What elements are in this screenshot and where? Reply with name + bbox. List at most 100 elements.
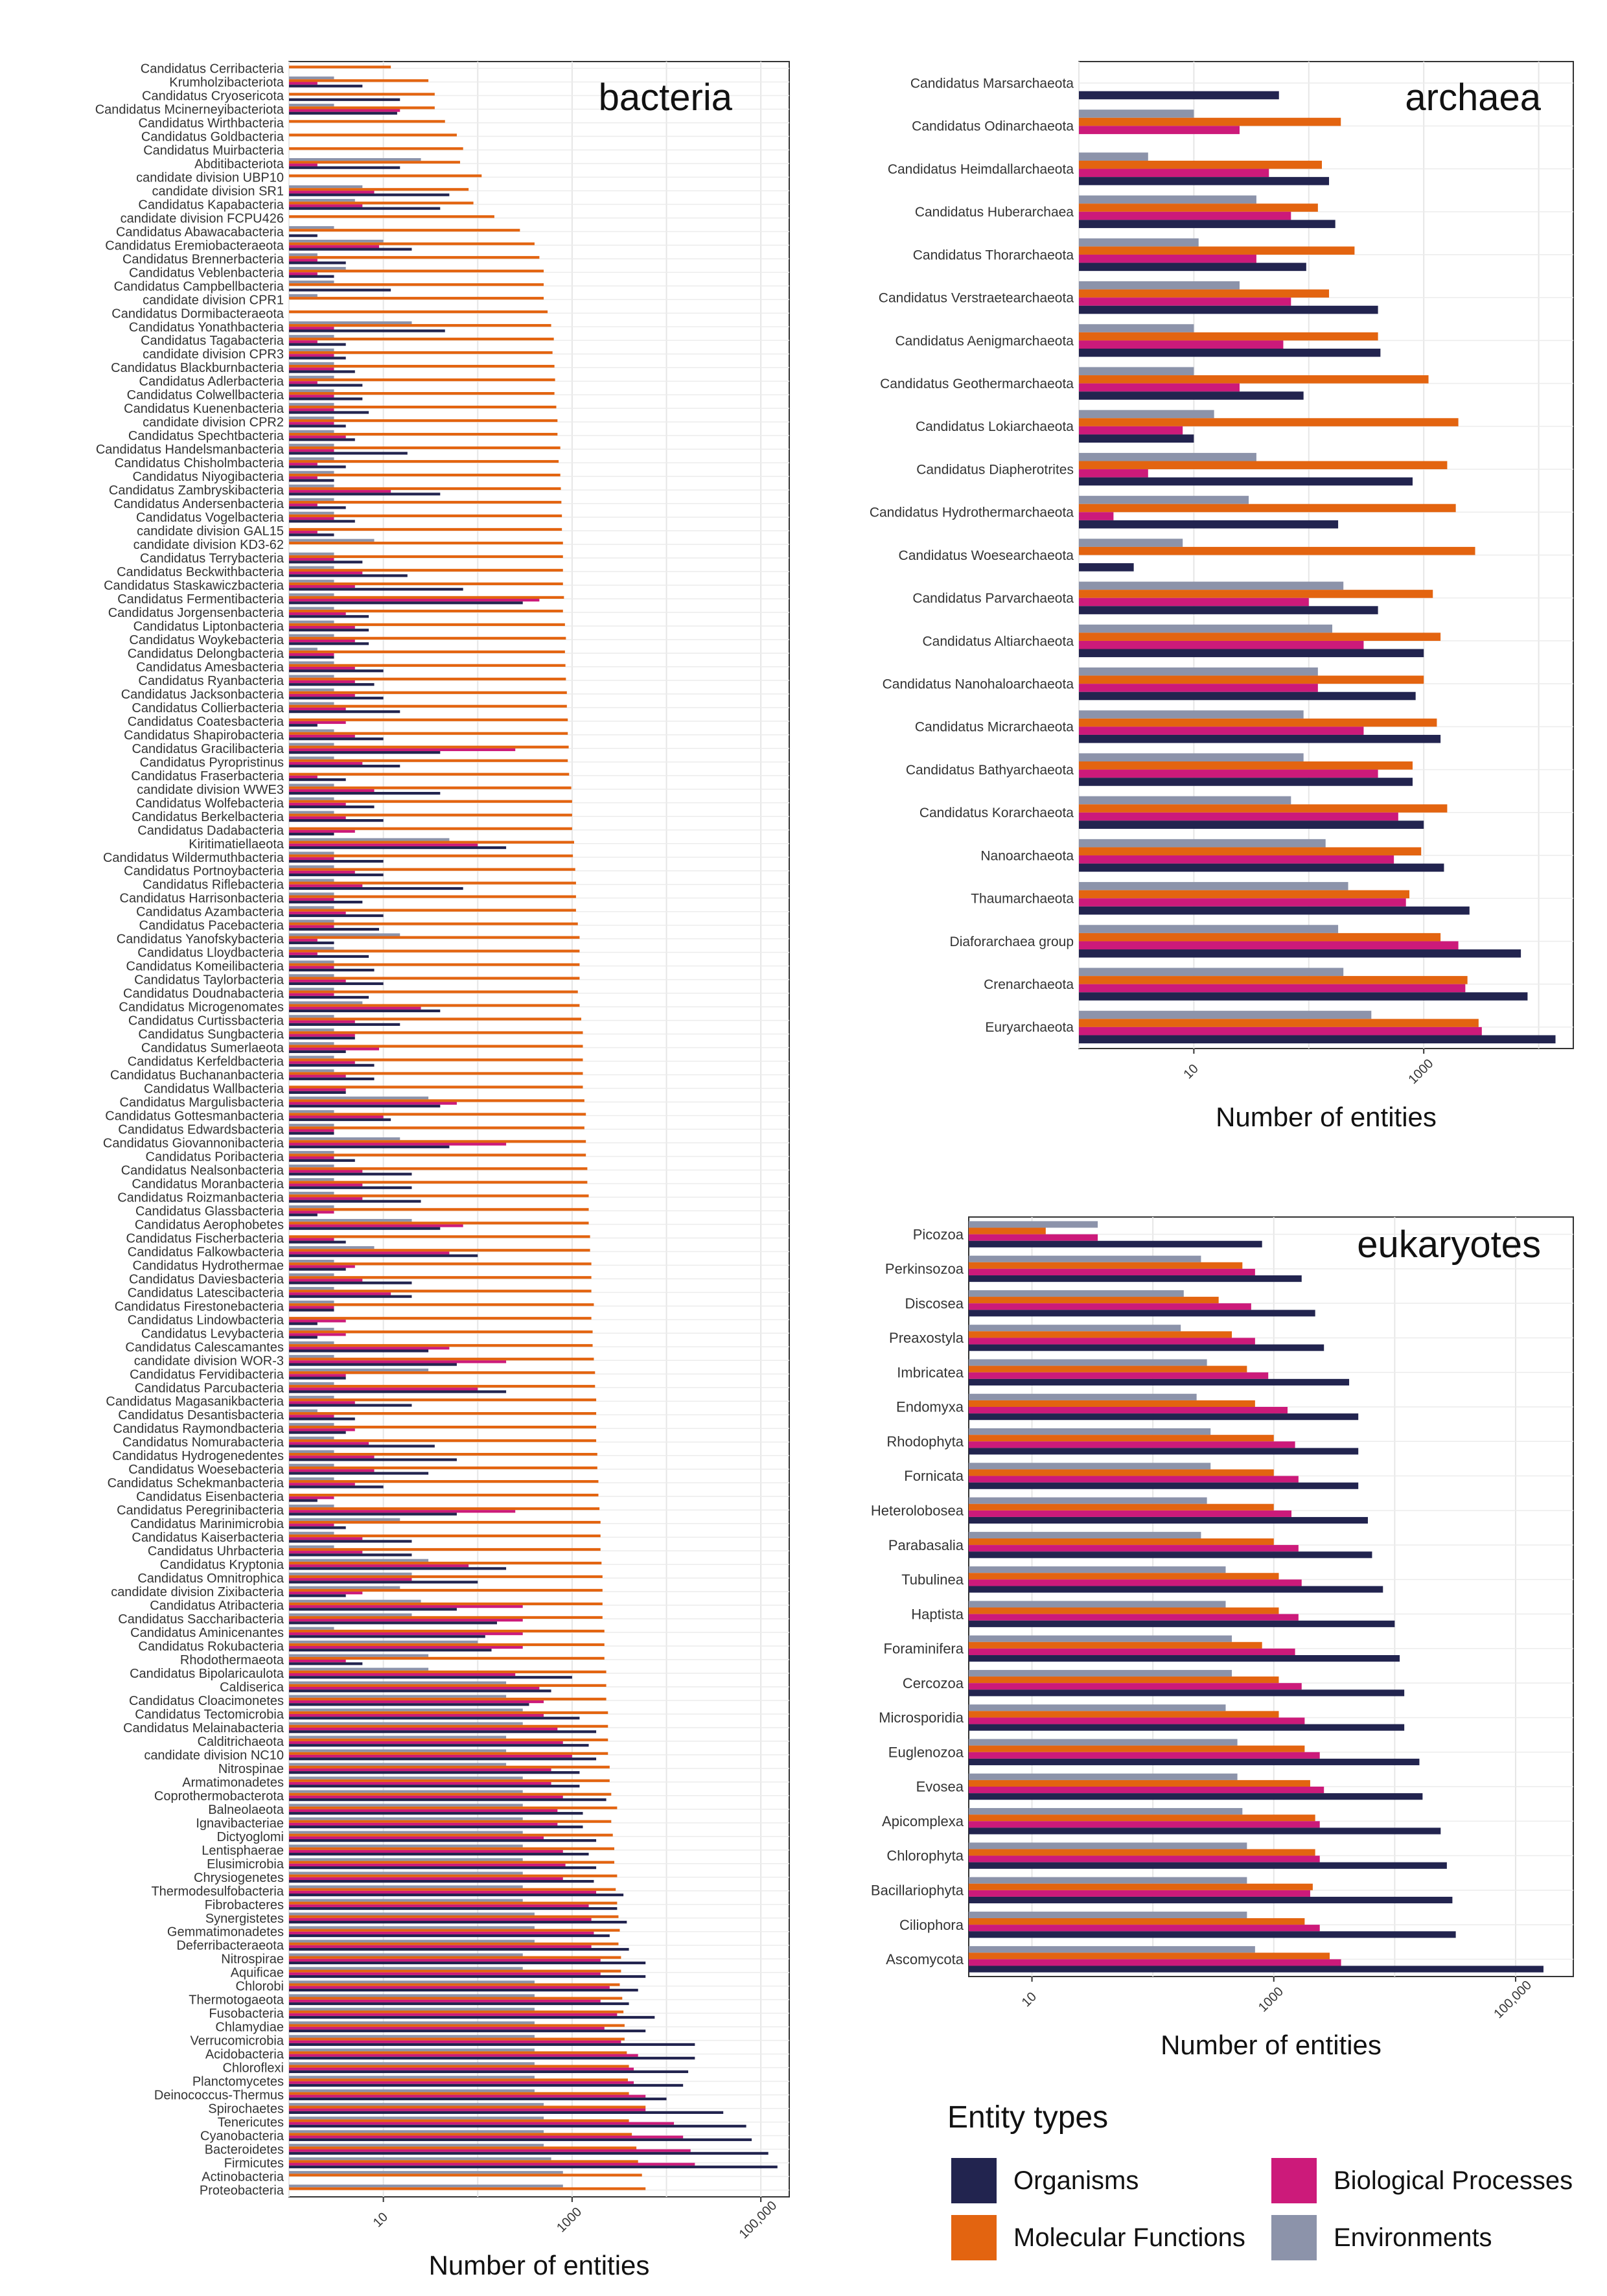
bar-molecular-functions-rhodothermaeota [289, 1656, 605, 1660]
bar-environments-candidatus-sumerlaeota [289, 1042, 334, 1045]
category-label: Candidatus Sungbacteria [138, 1028, 284, 1042]
category-label: Candidatus Edwardsbacteria [118, 1123, 284, 1137]
bar-environments-coprothermobacterota [289, 1790, 523, 1793]
bar-biological-processes-imbricatea [969, 1372, 1269, 1379]
bar-molecular-functions-candidatus-woesebacteria [289, 1466, 597, 1470]
bar-environments-chloroflexi [289, 2062, 535, 2065]
bar-biological-processes-candidatus-riflebacteria [289, 884, 363, 887]
bar-molecular-functions-candidatus-calescamantes [289, 1344, 593, 1347]
bar-environments-candidatus-woykebacteria [289, 634, 334, 637]
bar-environments-rhodothermaeota [289, 1654, 429, 1657]
bar-molecular-functions-endomyxa [969, 1400, 1255, 1407]
bar-environments-nitrospirae [289, 1953, 523, 1956]
bar-molecular-functions-candidatus-eremiobacteraeota [289, 242, 535, 246]
bar-biological-processes-candidatus-geothermarchaeota [1079, 383, 1240, 392]
bar-biological-processes-candidatus-mcinerneyibacteriota [289, 109, 400, 112]
bar-molecular-functions-candidatus-hydrothermae [289, 1262, 592, 1266]
category-label: Heterolobosea [871, 1503, 964, 1519]
bar-molecular-functions-candidatus-geothermarchaeota [1079, 375, 1429, 384]
category-label: candidate division WOR-3 [134, 1354, 284, 1368]
bar-molecular-functions-chlamydiae [289, 2024, 625, 2027]
category-label: Candidatus Lloydbacteria [137, 946, 284, 960]
bar-biological-processes-candidatus-verstraetearchaeota [1079, 297, 1291, 306]
bar-molecular-functions-ciliophora [969, 1918, 1305, 1925]
bar-molecular-functions-candidatus-taylorbacteria [289, 977, 580, 980]
bar-molecular-functions-candidatus-riflebacteria [289, 881, 576, 885]
x-tick-label: 10 [1181, 1061, 1201, 1082]
bar-molecular-functions-candidatus-microgenomates [289, 1004, 580, 1007]
bar-molecular-functions-bacteroidetes [289, 2146, 637, 2150]
category-label: Euryarchaeota [985, 1020, 1074, 1035]
bar-organisms-candidate-division-gal15 [289, 533, 334, 537]
bar-molecular-functions-candidatus-verstraetearchaeota [1079, 289, 1330, 298]
bar-organisms-candidatus-kryptonia [289, 1567, 507, 1570]
bar-organisms-ascomycota [969, 1966, 1543, 1973]
bar-molecular-functions-candidatus-kaiserbacteria [289, 1534, 601, 1538]
bar-environments-ciliophora [969, 1911, 1247, 1918]
category-label: Perkinsozoa [885, 1261, 964, 1277]
bar-molecular-functions-candidatus-lindowbacteria [289, 1317, 592, 1320]
category-label: Candidatus Liptonbacteria [133, 620, 284, 634]
bar-environments-candidatus-parcubacteria [289, 1382, 334, 1386]
bar-molecular-functions-synergistetes [289, 1915, 619, 1918]
bar-molecular-functions-thermotogaeota [289, 1997, 623, 2000]
bar-biological-processes-candidatus-nealsonbacteria [289, 1170, 363, 1173]
bar-molecular-functions-chloroflexi [289, 2065, 629, 2068]
category-label: Candidatus Brennerbacteria [122, 252, 284, 266]
bar-molecular-functions-coprothermobacterota [289, 1792, 612, 1796]
bar-environments-deferribacteraeota [289, 1940, 535, 1943]
bar-molecular-functions-candidatus-terrybacteria [289, 555, 563, 559]
bar-organisms-candidatus-hydrothermae [289, 1268, 346, 1271]
bar-organisms-candidatus-marinimicrobia [289, 1526, 346, 1529]
bar-biological-processes-thaumarchaeota [1079, 898, 1406, 907]
bar-organisms-candidatus-daviesbacteria [289, 1281, 412, 1284]
bar-environments-rhodophyta [969, 1428, 1211, 1435]
bar-biological-processes-candidatus-margulisbacteria [289, 1102, 457, 1105]
bar-organisms-candidatus-levybacteria [289, 1336, 318, 1339]
category-label: Candidatus Niyogibacteria [133, 470, 284, 484]
bar-environments-parabasalia [969, 1531, 1201, 1538]
bar-environments-candidatus-colwellbacteria [289, 389, 334, 392]
bar-organisms-apicomplexa [969, 1827, 1441, 1835]
bar-biological-processes-nitrospirae [289, 1958, 601, 1962]
category-label: Bacillariophyta [871, 1883, 964, 1899]
bar-environments-nitrospinae [289, 1763, 507, 1766]
bar-molecular-functions-candidate-division-zixibacteria [289, 1588, 603, 1592]
bar-biological-processes-rhodophyta [969, 1441, 1295, 1448]
bar-organisms-candidatus-woesearchaeota [1079, 563, 1134, 572]
category-label: Picozoa [913, 1226, 964, 1242]
bar-biological-processes-candidatus-firestonebacteria [289, 1306, 334, 1309]
category-label: Candidatus Coatesbacteria [128, 715, 284, 729]
bar-environments-candidatus-veblenbacteria [289, 266, 346, 270]
category-label: Aquificae [231, 1966, 284, 1980]
bar-organisms-candidatus-edwardsbacteria [289, 1131, 334, 1135]
bar-biological-processes-ignavibacteriae [289, 1822, 558, 1826]
bar-environments-candidatus-fervidibacteria [289, 1368, 429, 1372]
bar-biological-processes-candidatus-gracilibacteria [289, 748, 516, 752]
category-label: Tubulinea [901, 1571, 964, 1588]
category-label: Candidatus Fischerbacteria [126, 1231, 284, 1246]
bar-organisms-firmicutes [289, 2165, 778, 2168]
bar-molecular-functions-candidatus-parcubacteria [289, 1385, 595, 1388]
category-label: Candidatus Fervidibacteria [130, 1367, 284, 1382]
bar-biological-processes-candidatus-fraserbacteria [289, 775, 318, 779]
bar-molecular-functions-candidatus-marinimicrobia [289, 1520, 601, 1524]
bar-biological-processes-candidatus-desantisbacteria [289, 1415, 334, 1418]
category-label: Candidatus Harrisonbacteria [120, 892, 284, 906]
bar-organisms-candidatus-huberarchaea [1079, 220, 1335, 228]
category-label: Rhodothermaeota [180, 1653, 284, 1667]
bar-environments-dictyoglomi [289, 1831, 523, 1834]
category-label: Thermodesulfobacteria [151, 1884, 284, 1899]
bar-biological-processes-chlorophyta [969, 1855, 1320, 1862]
bar-molecular-functions-preaxostyla [969, 1331, 1232, 1338]
bar-organisms-candidatus-giovannonibacteria [289, 1145, 450, 1148]
category-label: Candidatus Woesebacteria [128, 1463, 284, 1477]
bar-organisms-deinococcus-thermus [289, 2097, 667, 2100]
bar-environments-candidate-division-wwe3 [289, 783, 334, 787]
category-label: Firmicutes [224, 2157, 284, 2171]
bar-organisms-parabasalia [969, 1551, 1372, 1559]
category-label: Candidatus Riflebacteria [143, 878, 284, 892]
bar-organisms-candidatus-kapabacteria [289, 207, 441, 210]
category-label: Candidatus Beckwithbacteria [117, 565, 284, 579]
bar-biological-processes-candidatus-adlerbacteria [289, 381, 318, 384]
